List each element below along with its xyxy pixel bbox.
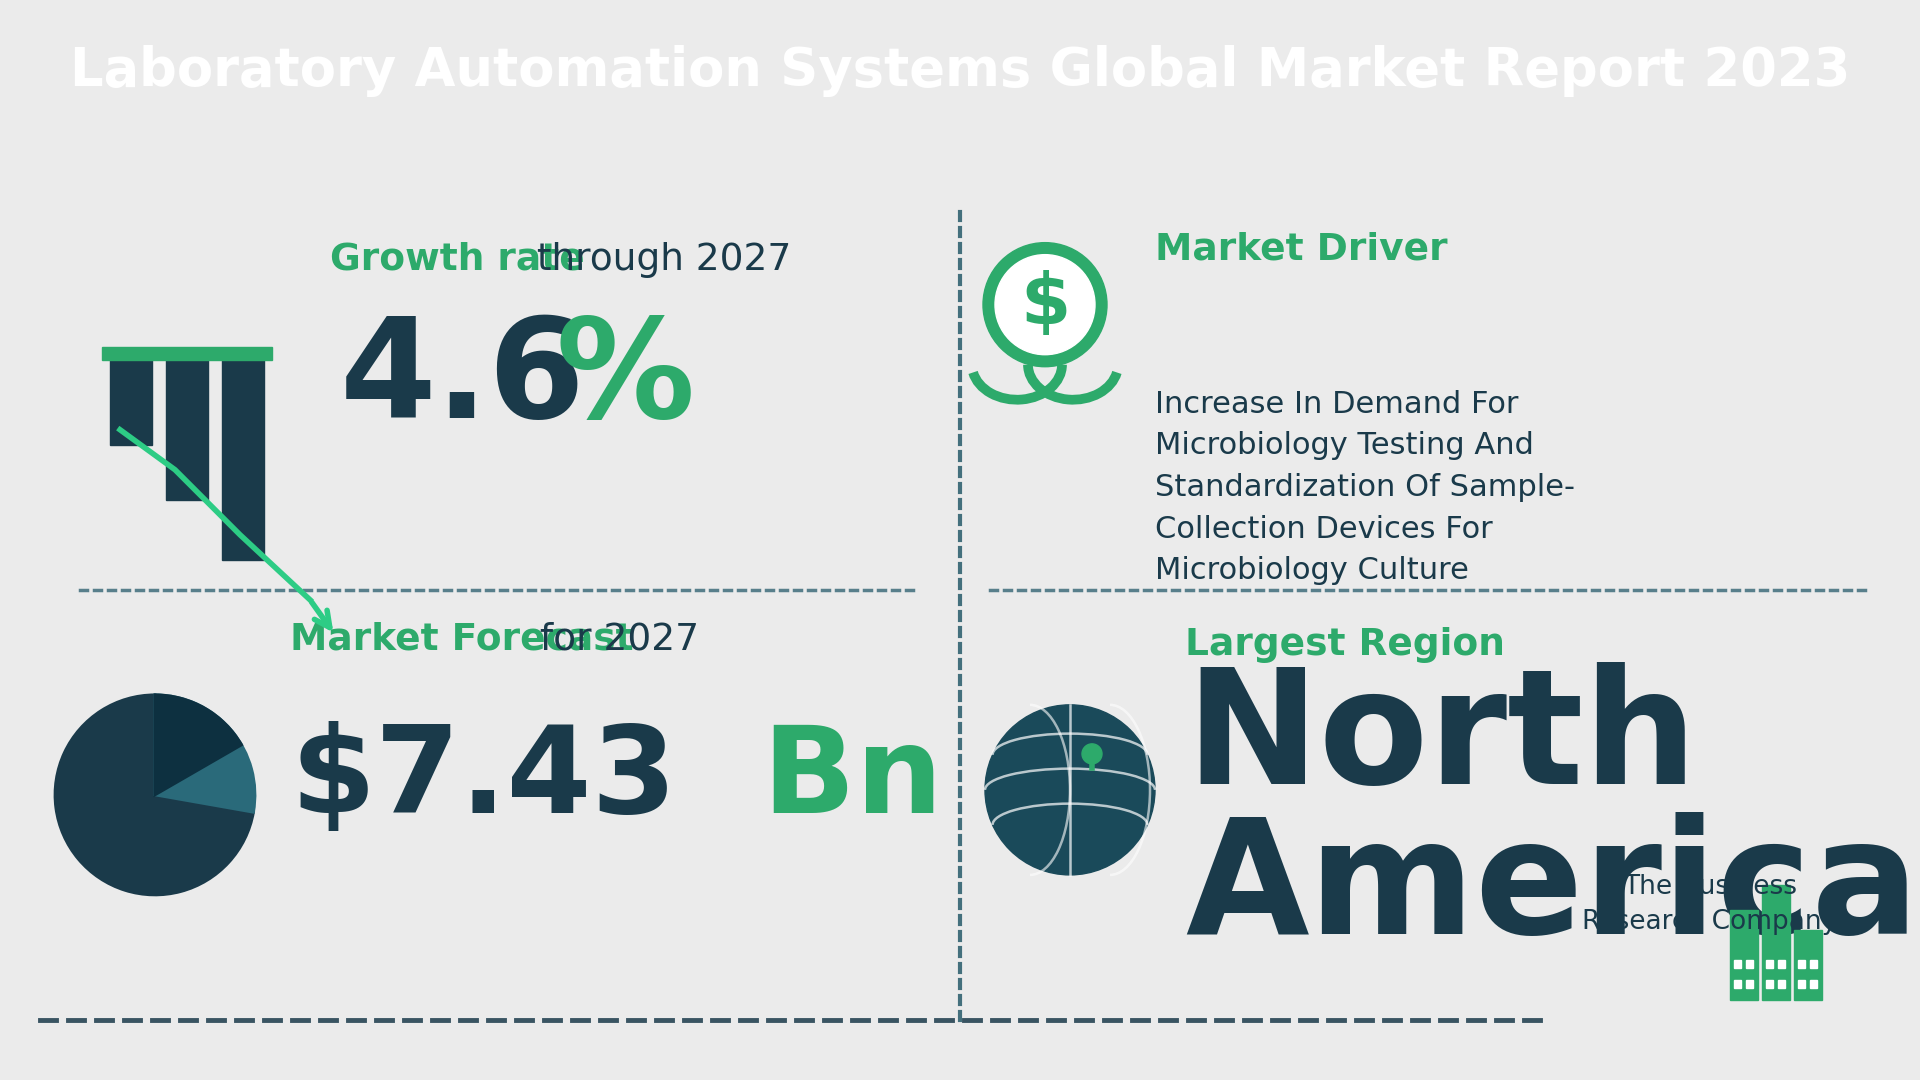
Text: 4.6: 4.6 [340,312,586,447]
Circle shape [983,243,1108,367]
Bar [1763,885,1789,1000]
Text: $7.43: $7.43 [290,721,676,838]
Bar [1797,980,1805,988]
Bar [1778,960,1786,968]
Text: %: % [555,312,695,447]
Text: Laboratory Automation Systems Global Market Report 2023: Laboratory Automation Systems Global Mar… [69,45,1851,97]
Bar [1793,930,1822,1000]
Circle shape [1083,744,1102,764]
Bar [1745,960,1753,968]
Bar [1734,960,1741,968]
Bar [109,360,152,445]
Bar [1766,980,1772,988]
Text: The Business
Research Company: The Business Research Company [1582,874,1837,935]
Circle shape [995,255,1094,354]
Text: Market Forecast: Market Forecast [290,622,634,658]
Text: Market Driver: Market Driver [1156,231,1448,268]
Bar [102,347,273,360]
Bar [1766,960,1772,968]
Text: $: $ [1020,270,1069,339]
Wedge shape [156,694,242,795]
Wedge shape [56,694,253,895]
Text: Growth rate: Growth rate [330,242,586,278]
Bar [1797,960,1805,968]
Text: for 2027: for 2027 [528,622,699,658]
Text: Bn: Bn [720,721,943,838]
Bar [1811,960,1816,968]
Bar [1778,980,1786,988]
Text: through 2027: through 2027 [524,242,791,278]
Text: America: America [1185,812,1920,968]
Wedge shape [156,694,255,812]
Circle shape [985,705,1156,875]
Bar [1734,980,1741,988]
Bar [223,360,265,559]
Text: Largest Region: Largest Region [1185,626,1505,663]
Bar [1745,980,1753,988]
Bar [165,360,207,500]
Bar [1811,980,1816,988]
Text: North: North [1185,662,1697,818]
Bar [1730,910,1759,1000]
Text: Increase In Demand For
Microbiology Testing And
Standardization Of Sample-
Colle: Increase In Demand For Microbiology Test… [1156,390,1574,585]
